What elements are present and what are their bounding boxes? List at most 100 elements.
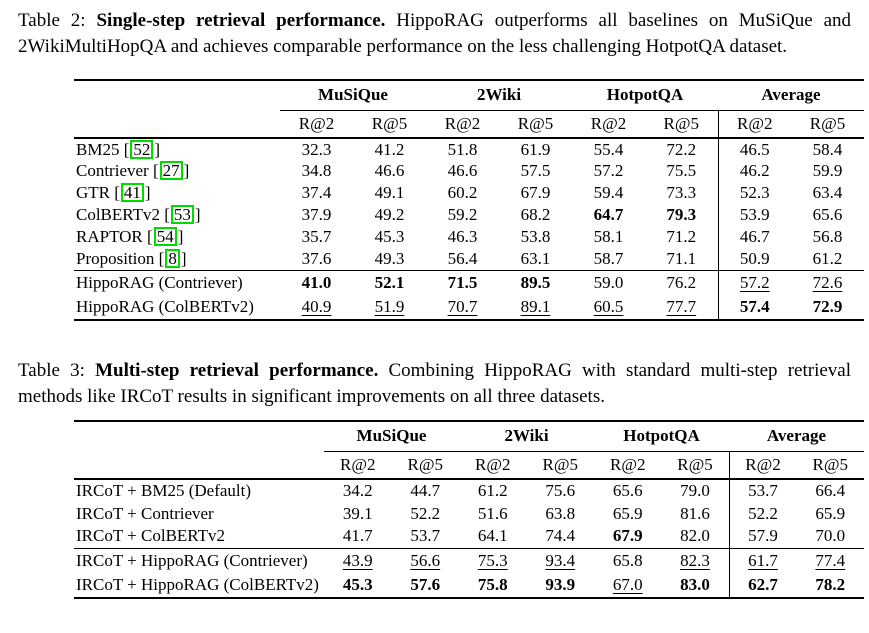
metric-value: 76.2 — [666, 272, 697, 292]
metric-value: 40.9 — [301, 297, 332, 316]
metric-value: 32.3 — [301, 139, 332, 159]
table3-caption-label: Table 3: — [18, 360, 96, 381]
table2-caption-text: HippoRAG outperforms all baselines on Mu… — [18, 10, 851, 57]
metric-value: 57.4 — [717, 295, 791, 320]
table3-multi-step-results: MuSiQue 2Wiki HotpotQA Average R@2 R@5 R@2 R@5 R… — [74, 420, 864, 599]
metric-header-musique-r-5: R@5 — [353, 110, 426, 139]
metric-value: 71.5 — [447, 272, 478, 292]
metric-value: 75.8 — [477, 575, 508, 594]
metric-value: 53.9 — [717, 204, 791, 226]
metric-value: 39.1 — [342, 503, 373, 523]
metric-value: 56.6 — [410, 550, 441, 570]
metric-header-hotpotqa-r-2: R@2 — [572, 110, 645, 139]
results-table-3: MuSiQue 2Wiki HotpotQA Average R@2 R@5 R@2 R@5 R… — [74, 420, 864, 599]
metric-value: 52.2 — [728, 502, 797, 525]
metric-value: 65.9 — [815, 503, 846, 523]
metric-header-musique-r-5: R@5 — [391, 451, 459, 480]
row-label: BM25 [52] — [76, 139, 161, 159]
row-label: IRCoT + BM25 (Default) — [76, 481, 252, 500]
row-label: ColBERTv2 [53] — [76, 205, 201, 224]
column-group-average: Average — [718, 80, 864, 111]
metric-value: 46.6 — [374, 161, 405, 180]
metric-value: 89.5 — [520, 272, 551, 292]
metric-value: 67.9 — [520, 183, 551, 202]
row-label: GTR [41] — [76, 183, 151, 202]
metric-value: 41.2 — [374, 139, 405, 159]
metric-value: 65.8 — [612, 550, 643, 570]
citation-link[interactable]: 54 — [153, 227, 177, 246]
metric-header-2wiki-r-5: R@5 — [499, 110, 572, 139]
metric-value: 52.1 — [374, 272, 405, 292]
metric-value: 51.9 — [374, 297, 405, 316]
row-label: IRCoT + Contriever — [76, 503, 214, 523]
metric-value: 70.0 — [796, 525, 864, 549]
column-group-2wiki: 2Wiki — [426, 80, 572, 111]
column-group-hotpotqa: HotpotQA — [572, 80, 718, 111]
metric-value: 46.7 — [717, 226, 791, 248]
metric-value: 34.8 — [301, 161, 332, 180]
column-group-musique: MuSiQue — [324, 421, 459, 452]
metric-value: 72.2 — [666, 139, 697, 159]
metric-value: 49.2 — [374, 205, 405, 224]
metric-value: 50.9 — [717, 248, 791, 271]
table-row-ircot-hipporag-colbertv2: IRCoT + HippoRAG (ColBERTv2) 45.3 57.6 75.8… — [74, 573, 864, 598]
table-row-gtr: GTR [41] 37.4 49.1 60.2 67.9 59.4 73.3 52.3 63.4 — [74, 182, 864, 204]
metric-value: 60.2 — [447, 183, 478, 202]
metric-value: 60.5 — [593, 297, 624, 316]
metric-value: 58.4 — [812, 139, 843, 159]
metric-value: 57.9 — [728, 525, 797, 549]
row-label: IRCoT + HippoRAG (Contriever) — [76, 550, 308, 570]
citation-link[interactable]: 27 — [159, 161, 183, 180]
metric-header-2wiki-r-2: R@2 — [459, 451, 527, 480]
metric-value: 35.7 — [301, 227, 332, 246]
metric-value: 70.7 — [447, 297, 478, 316]
metric-value: 66.4 — [815, 481, 846, 500]
metric-value: 58.7 — [572, 248, 645, 271]
table2-caption-title: Single-step retrieval performance. — [96, 10, 386, 31]
metric-value: 61.2 — [477, 481, 508, 500]
metric-value: 41.0 — [301, 272, 332, 292]
row-label: Contriever [27] — [76, 161, 190, 180]
metric-value: 81.6 — [680, 503, 710, 523]
metric-value: 68.2 — [520, 205, 551, 224]
metric-value: 46.2 — [717, 160, 791, 182]
table-row-contriever: Contriever [27] 34.8 46.6 46.6 57.5 57.2 75.5 4… — [74, 160, 864, 182]
metric-value: 53.7 — [728, 479, 797, 502]
citation-link[interactable]: 53 — [170, 205, 194, 224]
header-empty-cell — [74, 421, 324, 451]
metric-value: 57.2 — [593, 161, 624, 180]
metric-value: 37.9 — [301, 205, 332, 224]
metric-header-average-r-5: R@5 — [791, 110, 864, 139]
metric-value: 75.5 — [666, 161, 697, 180]
metric-header-average-r-5: R@5 — [796, 451, 864, 480]
metric-header-2wiki-r-5: R@5 — [526, 451, 594, 480]
table-row-ircot-contriever: IRCoT + Contriever 39.1 52.2 51.6 63.8 65.9 81… — [74, 502, 864, 525]
metric-value: 75.3 — [477, 550, 508, 570]
table-row-ircot-colbertv2: IRCoT + ColBERTv2 41.7 53.7 64.1 74.4 67.9 82.… — [74, 525, 864, 549]
table-row-hipporag-contriever: HippoRAG (Contriever) 41.0 52.1 71.5 89.5 59.… — [74, 270, 864, 295]
table-row-raptor: RAPTOR [54] 35.7 45.3 46.3 53.8 58.1 71.2 46.7 5… — [74, 226, 864, 248]
metric-value: 49.1 — [374, 183, 405, 202]
metric-value: 89.1 — [520, 297, 551, 316]
metric-value: 63.8 — [545, 503, 576, 523]
metric-value: 79.3 — [666, 205, 697, 224]
table-row-ircot-bm25-default: IRCoT + BM25 (Default) 34.2 44.7 61.2 75.6 65… — [74, 479, 864, 502]
metric-value: 51.6 — [477, 503, 508, 523]
table-row-proposition: Proposition [8] 37.6 49.3 56.4 63.1 58.7 71.1 5… — [74, 248, 864, 271]
table-row-hipporag-colbertv2: HippoRAG (ColBERTv2) 40.9 51.9 70.7 89.1 60.5… — [74, 295, 864, 320]
metric-value: 45.3 — [342, 575, 373, 594]
metric-header-2wiki-r-2: R@2 — [426, 110, 499, 139]
citation-link[interactable]: 41 — [120, 183, 144, 202]
metric-value: 72.9 — [812, 297, 843, 316]
citation-link[interactable]: 8 — [165, 248, 180, 268]
metric-value: 46.6 — [447, 161, 478, 180]
metric-value: 77.4 — [815, 550, 846, 570]
results-table-2: MuSiQue 2Wiki HotpotQA Average R@2 R@5 R@2 R@5 R… — [74, 79, 864, 321]
table3-caption: Table 3: Multi-step retrieval performanc… — [18, 358, 851, 410]
table3-caption-text: Combining HippoRAG with standard multi-s… — [18, 360, 851, 407]
citation-link[interactable]: 52 — [130, 139, 154, 159]
metric-header-hotpotqa-r-2: R@2 — [594, 451, 662, 480]
metric-value: 78.2 — [815, 575, 846, 594]
metric-value: 55.4 — [593, 139, 624, 159]
metric-value: 83.0 — [680, 575, 710, 594]
